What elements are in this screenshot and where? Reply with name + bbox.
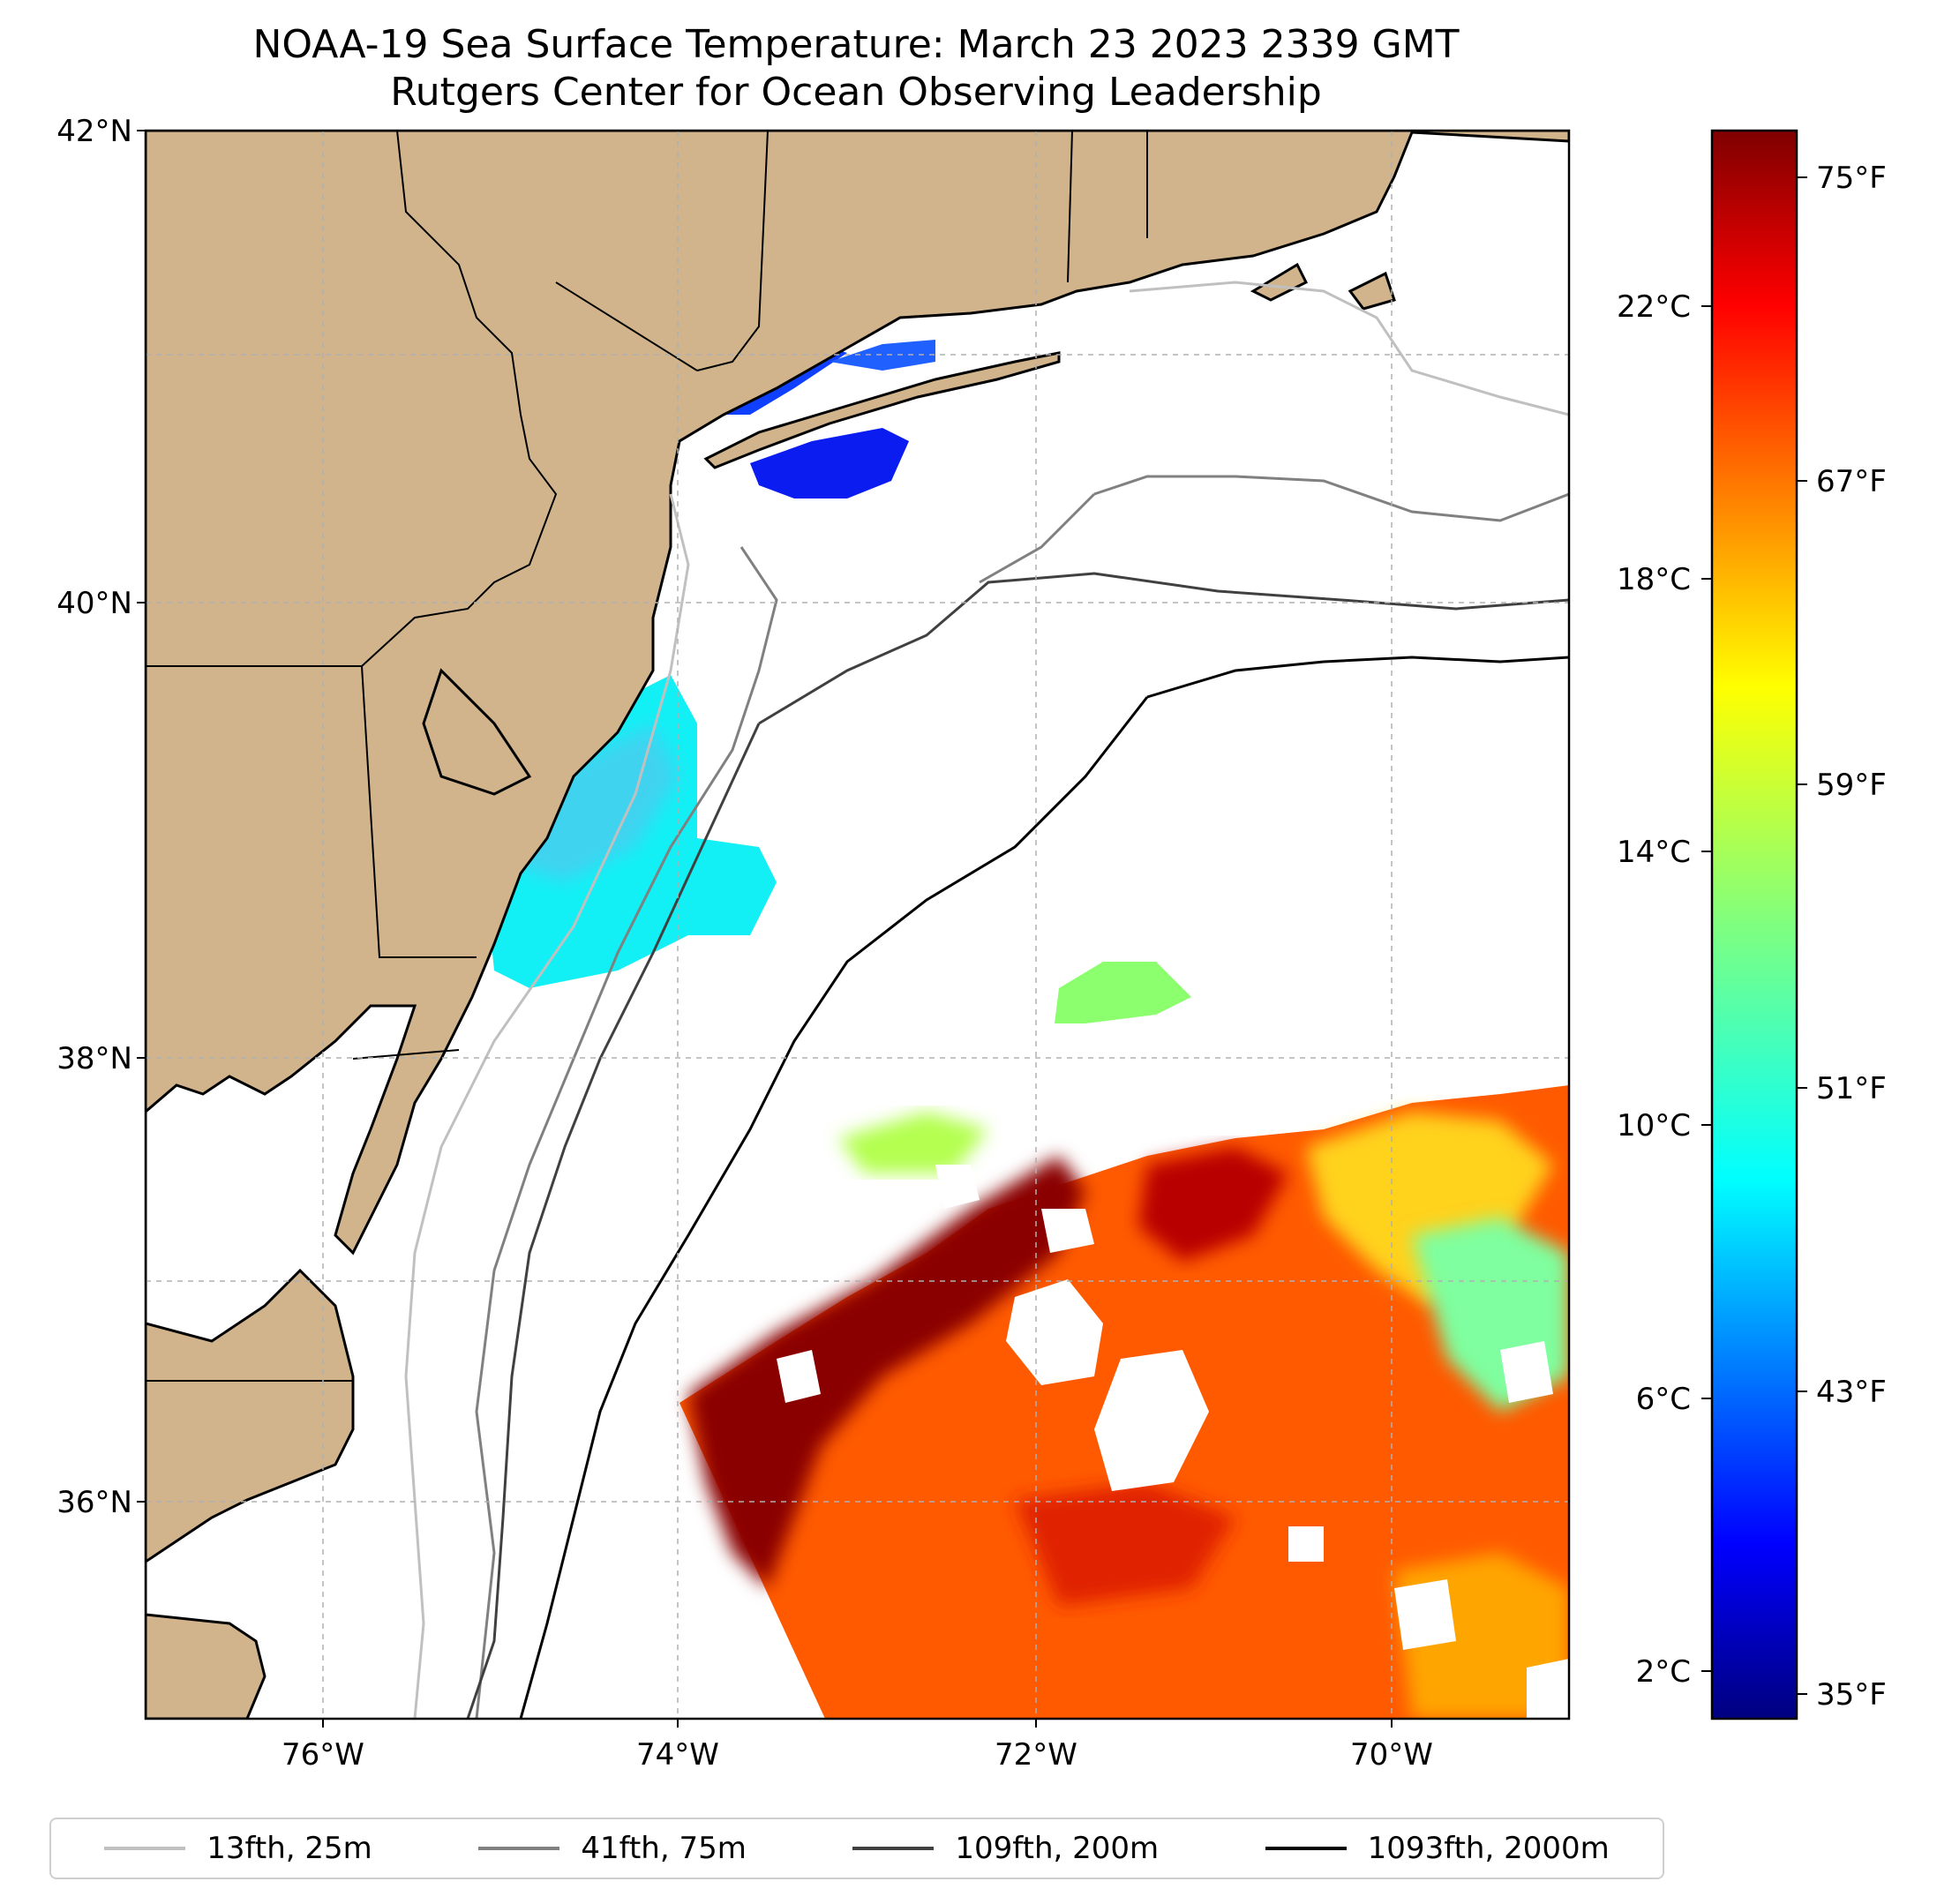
legend-line-icon xyxy=(852,1847,935,1850)
bathymetry-contours xyxy=(404,281,1569,1719)
colorbar-fahrenheit-label: 67°F xyxy=(1816,464,1887,499)
colorbar-celsius-label: 18°C xyxy=(1617,562,1691,597)
colorbar-fahrenheit-label: 59°F xyxy=(1816,768,1887,803)
colorbar-celsius-label: 10°C xyxy=(1617,1108,1691,1143)
colorbar-celsius-ticks xyxy=(1701,305,1712,1672)
legend-item-75m: 41fth, 75m xyxy=(478,1831,747,1866)
colorbar-celsius-label: 2°C xyxy=(1636,1654,1691,1690)
map-title: NOAA-19 Sea Surface Temperature: March 2… xyxy=(252,22,1460,67)
legend-item-200m: 109fth, 200m xyxy=(852,1831,1159,1866)
lon-tick-label: 70°W xyxy=(1350,1737,1433,1773)
lon-tick-label: 76°W xyxy=(282,1737,364,1773)
colorbar-fahrenheit-label: 51°F xyxy=(1816,1071,1887,1106)
lat-tick-label: 42°N xyxy=(56,114,132,149)
colorbar-fahrenheit-ticks xyxy=(1797,176,1807,1695)
lon-tick-label: 74°W xyxy=(636,1737,719,1773)
colorbar-celsius-label: 6°C xyxy=(1636,1382,1691,1417)
lat-tick-label: 36°N xyxy=(56,1485,132,1520)
legend-item-25m: 13fth, 25m xyxy=(104,1831,372,1866)
sst-warm-swath xyxy=(679,1085,1569,1719)
sst-map: 42°N 40°N 38°N 36°N 76°W 74°W 72°W 70°W … xyxy=(56,114,1887,1773)
colorbar-fahrenheit-label: 43°F xyxy=(1816,1375,1887,1410)
legend-label: 13fth, 25m xyxy=(206,1831,372,1866)
colorbar-fahrenheit-label: 35°F xyxy=(1816,1677,1887,1713)
legend-line-icon xyxy=(1265,1847,1347,1850)
colorbar-celsius-label: 14°C xyxy=(1617,835,1691,870)
sst-cold-south-li xyxy=(750,428,909,498)
legend-line-icon xyxy=(478,1847,560,1850)
land xyxy=(146,131,1569,1719)
lat-tick-label: 38°N xyxy=(56,1041,132,1076)
colorbar-fahrenheit-label: 75°F xyxy=(1816,161,1887,196)
legend-label: 41fth, 75m xyxy=(581,1831,747,1866)
legend-label: 109fth, 200m xyxy=(955,1831,1160,1866)
colorbar xyxy=(1710,129,1798,1720)
legend-item-2000m: 1093fth, 2000m xyxy=(1265,1831,1610,1866)
sst-patch-green xyxy=(1055,962,1191,1023)
state-boundaries xyxy=(146,131,1148,1382)
lat-tick-label: 40°N xyxy=(56,586,132,621)
lon-tick-label: 72°W xyxy=(995,1737,1077,1773)
axis-ticks xyxy=(137,130,1393,1728)
gridlines xyxy=(146,131,1569,1719)
colorbar-celsius-label: 22°C xyxy=(1617,289,1691,325)
map-subtitle: Rutgers Center for Ocean Observing Leade… xyxy=(390,70,1322,115)
contour-legend: 13fth, 25m 41fth, 75m 109fth, 200m 1093f… xyxy=(49,1818,1664,1879)
legend-line-icon xyxy=(104,1847,186,1850)
map-frame xyxy=(144,129,1571,1720)
legend-label: 1093fth, 2000m xyxy=(1367,1831,1610,1866)
